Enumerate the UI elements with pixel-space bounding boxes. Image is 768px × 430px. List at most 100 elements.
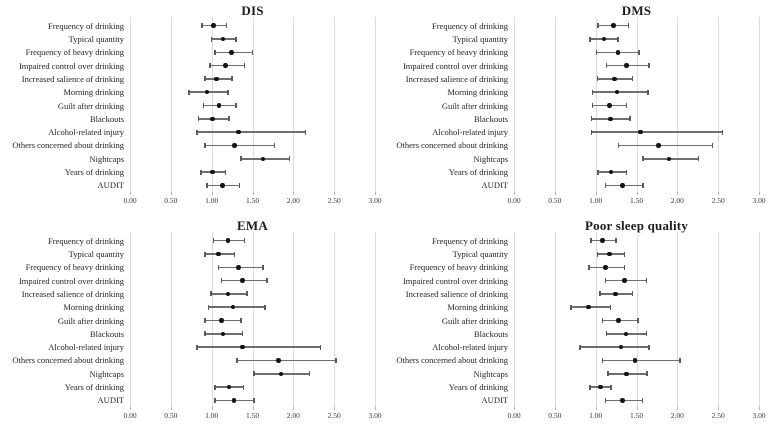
axis-tick: [718, 192, 720, 195]
ci-cap-upper: [648, 344, 650, 350]
row-label: Nightcaps: [473, 368, 508, 379]
row-label: Guilt after drinking: [441, 100, 508, 111]
row-label: Alcohol-related injury: [432, 127, 508, 138]
plot-area-dis: 0.00 0.50 1.00 1.50 2.00 2.50 3.00 Frequency of…: [0, 0, 384, 215]
ci-line: [205, 144, 275, 147]
axis-tick: [759, 192, 760, 195]
row-label: Frequency of heavy drinking: [409, 262, 508, 273]
ci-cap-lower: [207, 304, 210, 310]
ci-cap-lower: [196, 129, 198, 135]
ci-cap-lower: [590, 129, 593, 135]
gridline: [293, 17, 295, 192]
axis-tick-label: 1.50: [245, 411, 260, 420]
point-estimate-dot: [232, 143, 237, 148]
axis-tick-label: 3.00: [752, 196, 766, 205]
point-estimate-dot: [624, 63, 629, 68]
row-label: Typical quantity: [452, 249, 508, 259]
point-estimate-dot: [612, 76, 617, 82]
ci-cap-lower: [204, 142, 206, 148]
row-label: Increased salience of drinking: [405, 73, 508, 84]
ci-line: [618, 144, 713, 147]
ci-cap-lower: [570, 304, 572, 310]
ci-cap-lower: [596, 76, 599, 82]
panel-poor-sleep-quality: Poor sleep quality 0.00 0.50 1.00 1.50 2.00 2…: [384, 215, 768, 430]
ci-cap-lower: [214, 397, 216, 403]
row-label: Frequency of heavy drinking: [25, 262, 124, 273]
ci-cap-lower: [209, 63, 211, 69]
gridline: [375, 17, 376, 192]
row-label: Alcohol-related injury: [48, 342, 124, 353]
gridline: [211, 232, 213, 407]
ci-cap-lower: [588, 264, 590, 270]
ci-cap-lower: [200, 169, 202, 175]
row-label: Morning drinking: [447, 87, 508, 98]
ci-cap-lower: [599, 291, 601, 297]
ci-cap-upper: [679, 357, 681, 363]
axis-tick-label: 1.00: [589, 196, 603, 205]
ci-cap-lower: [617, 142, 620, 148]
gridline: [170, 232, 172, 407]
ci-cap-upper: [233, 251, 236, 257]
gridline: [718, 17, 720, 192]
row-label: Impaired control over drinking: [402, 60, 508, 71]
ci-cap-upper: [335, 357, 337, 363]
ci-cap-upper: [319, 344, 321, 350]
gridline: [334, 17, 336, 192]
gridline: [636, 232, 638, 407]
row-label: Others concerned about drinking: [396, 355, 508, 366]
gridline: [759, 232, 760, 407]
ci-cap-lower: [214, 49, 216, 55]
ci-cap-upper: [264, 304, 266, 310]
axis-tick: [595, 192, 597, 195]
axis-tick-label: 1.00: [205, 196, 219, 205]
point-estimate-dot: [240, 344, 245, 350]
ci-cap-lower: [201, 23, 203, 29]
ci-cap-lower: [601, 318, 603, 323]
axis-tick: [514, 192, 515, 195]
row-label: Years of drinking: [448, 167, 508, 177]
plot-area-poor-sleep-quality: 0.00 0.50 1.00 1.50 2.00 2.50 3.00 Frequency of…: [384, 215, 768, 430]
row-label: AUDIT: [97, 395, 124, 406]
ci-cap-lower: [642, 156, 644, 162]
ci-cap-upper: [242, 384, 245, 390]
panel-title-dms: DMS: [621, 3, 652, 18]
axis-tick: [677, 407, 679, 410]
row-label: Morning drinking: [63, 302, 124, 313]
ci-cap-upper: [641, 397, 643, 403]
ci-cap-lower: [196, 344, 198, 350]
axis-tick-label: 2.50: [327, 196, 341, 205]
ci-cap-lower: [197, 116, 200, 122]
axis-tick-label: 3.00: [368, 411, 382, 420]
ci-line: [591, 131, 723, 133]
row-label: Blackouts: [474, 113, 508, 124]
ci-cap-upper: [273, 142, 276, 148]
gridline: [293, 232, 295, 407]
ci-cap-upper: [647, 89, 649, 95]
ci-cap-lower: [214, 384, 216, 390]
axis-tick-label: 1.00: [205, 411, 219, 420]
gridline: [514, 17, 515, 192]
axis-tick-label: 2.00: [286, 196, 300, 205]
ci-cap-upper: [648, 63, 650, 69]
ci-cap-upper: [721, 129, 723, 135]
point-estimate-dot: [615, 50, 620, 55]
ci-cap-lower: [605, 63, 607, 69]
ci-cap-upper: [240, 318, 242, 323]
axis-tick: [636, 192, 638, 195]
ci-cap-lower: [210, 291, 212, 297]
ci-cap-lower: [220, 278, 223, 284]
ci-cap-upper: [645, 278, 648, 284]
axis-tick-label: 0.00: [507, 411, 521, 420]
ci-cap-upper: [609, 304, 612, 310]
ci-cap-lower: [204, 251, 206, 257]
ci-cap-lower: [236, 357, 238, 363]
gridline: [514, 232, 515, 407]
point-estimate-dot: [622, 278, 627, 283]
point-estimate-dot: [600, 238, 605, 243]
row-label: Nightcaps: [473, 153, 508, 164]
point-estimate-dot: [608, 116, 613, 122]
row-label: Others concerned about drinking: [396, 140, 508, 151]
point-estimate-dot: [638, 129, 643, 135]
row-label: Alcohol-related injury: [48, 127, 124, 138]
